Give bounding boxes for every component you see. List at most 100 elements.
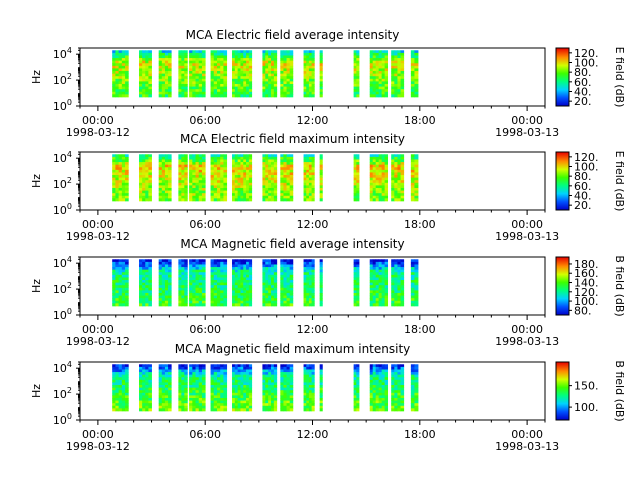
spectrogram-cell [232,164,236,168]
spectrogram-cell [201,369,206,373]
spectrogram-cell [381,274,386,278]
spectrogram-cell [303,190,307,194]
spectrogram-cell [189,379,193,383]
spectrogram-cell [121,272,126,276]
spectrogram-cell [168,395,172,399]
spectrogram-cell [378,395,383,399]
spectrogram-cell [268,185,272,189]
spectrogram-cell [391,264,395,268]
spectrogram-cell [210,264,215,268]
spectrogram-cell [369,269,374,273]
spectrogram-cell [164,372,169,376]
spectrogram-cell [189,86,193,90]
spectrogram-cell [237,86,241,90]
y-axis-label: Hz [30,279,43,293]
spectrogram-cell [289,290,294,294]
spectrogram-cell [201,60,206,64]
spectrogram-cell [271,169,275,173]
spectrogram-cell [246,154,250,158]
spectrogram-cell [232,390,236,394]
spectrogram-cell [125,292,129,296]
spectrogram-cell [369,182,374,186]
spectrogram-cell [125,285,129,289]
spectrogram-cell [161,372,166,376]
spectrogram-cell [262,177,266,181]
spectrogram-cell [232,195,236,199]
spectrogram-cell [220,397,224,401]
spectrogram-cell [265,83,269,87]
spectrogram-cell [394,167,398,171]
spectrogram-cell [271,303,275,307]
spectrogram-cell [217,94,221,98]
spectrogram-cell [400,198,405,202]
spectrogram-cell [145,377,149,381]
spectrogram-cell [237,379,241,383]
spectrogram-cell [265,277,269,281]
spectrogram-cell [410,366,415,370]
spectrogram-cell [192,403,196,407]
spectrogram-cell [139,52,143,56]
spectrogram-cell [289,390,294,394]
spectrogram-cell [118,185,123,189]
spectrogram-cell [397,154,401,158]
spectrogram-cell [148,182,152,186]
spectrogram-cell [248,169,253,173]
spectrogram-cell [303,159,307,163]
spectrogram-cell [195,392,200,396]
spectrogram-cell [213,193,218,197]
spectrogram-cell [356,162,360,166]
spectrogram-cell [273,395,278,399]
spectrogram-cell [271,167,275,171]
spectrogram-cell [181,392,185,396]
spectrogram-cell [280,185,284,189]
spectrogram-cell [391,369,395,373]
spectrogram-cell [115,261,120,265]
spectrogram-cell [378,185,383,189]
spectrogram-cell [283,274,287,278]
spectrogram-cell [248,366,253,370]
spectrogram-cell [192,198,196,202]
spectrogram-cell [289,52,294,56]
y-tick-label: 104 [53,46,72,61]
spectrogram-cell [273,65,278,69]
spectrogram-cell [356,397,360,401]
spectrogram-cell [384,172,389,176]
spectrogram-cell [378,60,383,64]
spectrogram-cell [273,272,278,276]
spectrogram-cell [121,408,126,412]
spectrogram-cell [161,73,166,77]
spectrogram-cell [118,162,123,166]
spectrogram-cell [319,295,323,299]
spectrogram-cell [353,272,357,276]
spectrogram-cell [158,94,163,98]
spectrogram-cell [195,76,200,80]
spectrogram-cell [201,385,206,389]
spectrogram-cell [394,403,398,407]
spectrogram-cell [397,180,401,184]
spectrogram-cell [397,164,401,168]
spectrogram-cell [164,180,169,184]
spectrogram-cell [372,397,377,401]
spectrogram-cell [237,280,241,284]
spectrogram-cell [237,385,241,389]
spectrogram-cell [271,408,275,412]
spectrogram-cell [213,190,218,194]
spectrogram-cell [289,60,294,64]
spectrogram-cell [178,408,182,412]
spectrogram-cell [195,164,200,168]
spectrogram-cell [142,193,146,197]
spectrogram-cell [115,154,120,158]
spectrogram-cell [158,264,163,268]
spectrogram-cell [369,372,374,376]
spectrogram-cell [195,52,200,56]
spectrogram-cell [195,267,200,271]
spectrogram-cell [121,287,126,291]
spectrogram-cell [319,162,323,166]
spectrogram-cell [161,267,166,271]
spectrogram-cell [308,83,312,87]
spectrogram-cell [378,65,383,69]
spectrogram-cell [289,169,294,173]
spectrogram-cell [286,397,291,401]
spectrogram-cell [142,195,146,199]
spectrogram-cell [112,277,116,281]
